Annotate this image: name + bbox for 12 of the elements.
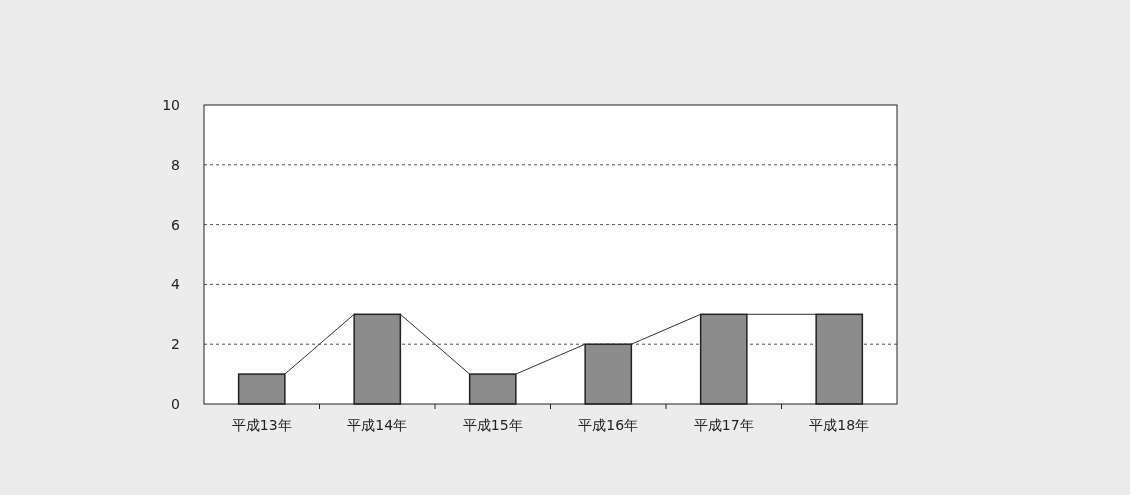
x-tick-label: 平成18年 <box>809 417 870 433</box>
x-tick-label: 平成15年 <box>462 417 523 433</box>
x-tick-label: 平成14年 <box>347 417 408 433</box>
y-tick-label: 8 <box>171 156 180 173</box>
y-tick-label: 10 <box>162 97 180 113</box>
x-tick-label: 平成13年 <box>231 417 292 433</box>
y-tick-label: 4 <box>171 276 181 293</box>
x-tick-label: 平成16年 <box>578 417 639 433</box>
x-tick-label: 平成17年 <box>693 417 754 433</box>
y-tick-label: 0 <box>171 396 180 412</box>
y-tick-label: 2 <box>171 336 180 353</box>
y-tick-label: 6 <box>171 216 181 233</box>
